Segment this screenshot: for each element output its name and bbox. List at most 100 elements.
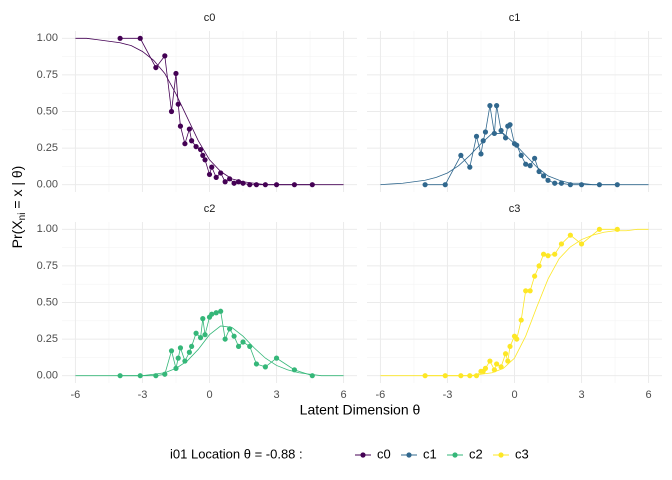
observed-point xyxy=(491,367,497,373)
observed-point xyxy=(182,141,188,147)
observed-point xyxy=(209,311,215,317)
observed-point xyxy=(614,182,620,188)
observed-point xyxy=(189,138,195,144)
observed-point xyxy=(200,316,206,322)
observed-point xyxy=(193,144,199,150)
observed-point xyxy=(523,288,529,294)
observed-point xyxy=(532,155,538,161)
y-tick-label: 0.75 xyxy=(37,260,58,272)
observed-point xyxy=(552,180,558,186)
observed-point xyxy=(558,180,565,186)
observed-point xyxy=(523,161,529,167)
observed-point xyxy=(162,53,168,59)
observed-point xyxy=(168,348,175,354)
observed-point xyxy=(153,373,159,379)
observed-point xyxy=(189,343,195,350)
observed-point xyxy=(422,373,428,379)
observed-point xyxy=(218,308,224,314)
observed-point xyxy=(209,164,215,170)
observed-point xyxy=(614,226,620,232)
observed-point xyxy=(253,182,260,188)
observed-point xyxy=(442,373,448,379)
x-tick-label: 0 xyxy=(206,389,212,401)
observed-point xyxy=(273,182,280,188)
observed-point xyxy=(540,173,547,179)
x-tick-label: 0 xyxy=(511,389,517,401)
y-tick-label: 0.75 xyxy=(37,69,58,81)
observed-point xyxy=(514,142,520,148)
legend-label: c1 xyxy=(423,446,437,461)
observed-point xyxy=(507,343,513,350)
observed-point xyxy=(507,122,513,128)
observed-point xyxy=(173,365,179,371)
observed-point xyxy=(137,35,143,41)
observed-point xyxy=(193,330,199,336)
observed-point xyxy=(153,64,159,71)
observed-point xyxy=(491,130,497,137)
y-axis-title: Pr(Xni = x | θ) xyxy=(9,166,28,249)
y-title-sub: ni xyxy=(17,213,28,221)
observed-point xyxy=(186,126,192,132)
observed-point xyxy=(558,241,565,247)
observed-point xyxy=(222,336,228,342)
legend-key-point xyxy=(360,452,366,458)
observed-point xyxy=(162,371,168,377)
observed-point xyxy=(309,373,315,379)
x-tick-label: -6 xyxy=(376,389,386,401)
observed-point xyxy=(494,361,500,367)
observed-point xyxy=(291,182,298,188)
observed-point xyxy=(177,123,184,129)
legend-label: c2 xyxy=(469,446,483,461)
observed-point xyxy=(240,339,246,345)
observed-point xyxy=(175,355,181,361)
strip-label: c3 xyxy=(509,203,521,215)
observed-point xyxy=(578,241,585,247)
observed-point xyxy=(200,152,206,159)
y-title-rest: = x | θ) xyxy=(9,166,25,213)
observed-point xyxy=(596,226,603,232)
observed-point xyxy=(467,164,473,170)
observed-point xyxy=(545,177,551,183)
observed-line xyxy=(425,105,618,186)
strip-label: c0 xyxy=(204,12,216,24)
observed-point xyxy=(527,163,533,169)
observed-point xyxy=(182,358,188,364)
x-tick-label: -6 xyxy=(71,389,81,401)
legend-label: c3 xyxy=(515,446,529,461)
observed-point xyxy=(117,35,123,41)
y-tick-label: 0.50 xyxy=(37,105,58,117)
observed-point xyxy=(487,103,493,109)
observed-point xyxy=(467,373,473,379)
y-tick-label: 0.00 xyxy=(37,179,58,191)
x-tick-label: -3 xyxy=(138,389,148,401)
observed-point xyxy=(213,310,219,316)
observed-point xyxy=(213,174,219,180)
observed-point xyxy=(235,343,242,350)
y-tick-label: 0.25 xyxy=(37,333,58,345)
observed-point xyxy=(498,364,504,370)
observed-point xyxy=(175,101,181,107)
observed-point xyxy=(186,349,192,355)
observed-point xyxy=(273,355,280,361)
observed-point xyxy=(291,367,298,373)
observed-point xyxy=(473,373,480,379)
y-tick-label: 1.00 xyxy=(37,32,58,44)
observed-point xyxy=(578,182,585,188)
observed-point xyxy=(473,133,480,139)
observed-point xyxy=(137,373,143,379)
strip-label: c2 xyxy=(204,203,216,215)
observed-point xyxy=(596,182,603,188)
x-tick-label: 6 xyxy=(341,389,347,401)
observed-point xyxy=(168,108,175,115)
y-tick-label: 0.50 xyxy=(37,296,58,308)
observed-point xyxy=(532,273,538,279)
observed-point xyxy=(197,146,204,153)
y-tick-label: 0.25 xyxy=(37,142,58,154)
observed-point xyxy=(482,365,489,371)
observed-point xyxy=(442,182,448,188)
observed-point xyxy=(536,168,542,175)
strip-label: c1 xyxy=(509,12,521,24)
observed-point xyxy=(309,182,315,188)
legend-label: c0 xyxy=(377,446,391,461)
